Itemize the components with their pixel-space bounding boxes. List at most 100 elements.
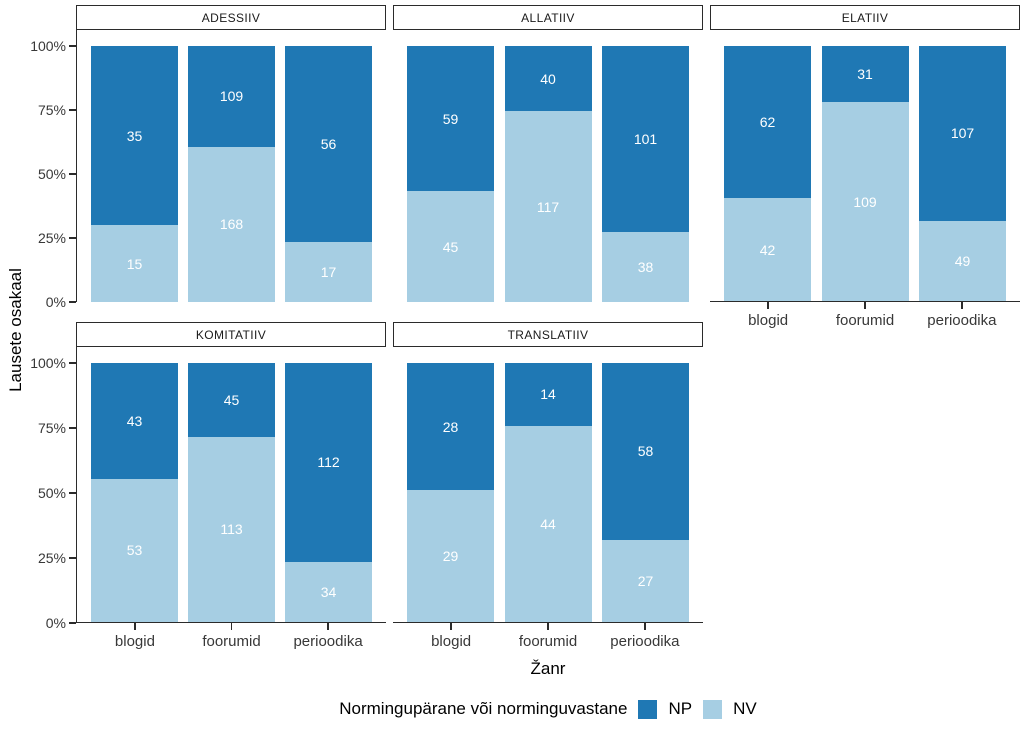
facet-strip: ADESSIIV [76, 5, 386, 30]
bar-value-label: 17 [320, 264, 337, 281]
stacked-bar: 59 45 [407, 46, 494, 302]
y-tick-label: 100% [30, 355, 66, 371]
bar-value-label: 58 [637, 443, 654, 460]
legend-title: Normingupärane või norminguvastane [339, 699, 628, 718]
bar-segment-nv: 109 [821, 102, 909, 301]
bar-value-label: 34 [320, 583, 337, 600]
y-tick-label: 75% [37, 102, 66, 118]
bar-segment-nv: 34 [285, 561, 372, 622]
facet-strip: TRANSLATIIV [393, 322, 703, 347]
facet-strip-label: KOMITATIIV [195, 327, 267, 342]
bar-value-label: 101 [633, 131, 658, 147]
bar-value-label: 40 [540, 70, 556, 87]
x-category-label: foorumid [835, 312, 895, 329]
y-tick-mark [69, 622, 76, 624]
y-tick-label: 50% [37, 485, 66, 501]
x-tick-mark [327, 623, 329, 630]
facet-strip: ALLATIIV [393, 5, 703, 30]
bar-value-label: 15 [126, 255, 143, 272]
bar-segment-nv: 27 [602, 539, 689, 622]
bar-value-label: 35 [126, 127, 143, 144]
x-tick-mark [134, 623, 136, 630]
y-tick-label: 25% [37, 550, 66, 566]
bar-segment-np: 35 [91, 46, 178, 226]
bar-value-label: 53 [126, 542, 143, 559]
y-tick-label: 25% [37, 230, 66, 246]
y-tick-label: 0% [45, 294, 66, 310]
bars-group: 62 42 31 109 107 49 [710, 46, 1020, 301]
stacked-bar: 28 29 [407, 363, 494, 622]
legend-label-nv: NV [733, 699, 757, 718]
y-tick-mark [69, 557, 76, 559]
x-category-label: blogid [431, 633, 472, 650]
x-tick-mark [864, 302, 866, 309]
stacked-bar: 62 42 [724, 46, 811, 301]
legend-swatch-nv [703, 699, 723, 719]
bar-segment-np: 58 [602, 363, 689, 540]
facet-strip-label: ALLATIIV [521, 10, 575, 25]
bar-segment-nv: 45 [407, 191, 494, 302]
bar-value-label: 168 [219, 216, 244, 233]
bar-value-label: 45 [442, 238, 459, 255]
bar-value-label: 43 [126, 413, 143, 429]
bar-value-label: 109 [219, 88, 244, 105]
bar-segment-np: 59 [407, 46, 494, 192]
stacked-bar: 40 117 [504, 46, 592, 302]
stacked-bar: 35 15 [91, 46, 178, 302]
bar-value-label: 44 [540, 515, 556, 532]
y-tick-mark [69, 301, 76, 303]
y-tick-label: 50% [37, 166, 66, 182]
x-category-label: perioodika [293, 633, 363, 650]
bar-value-label: 42 [759, 241, 776, 258]
bar-segment-nv: 53 [91, 479, 178, 622]
stacked-bar: 31 109 [821, 46, 909, 301]
x-category-label: perioodika [610, 633, 680, 650]
y-tick-mark [69, 427, 76, 429]
bar-segment-np: 101 [602, 46, 689, 232]
y-tick-label: 0% [45, 615, 66, 631]
x-tick-mark [547, 623, 549, 630]
bar-segment-np: 31 [821, 46, 909, 103]
bar-segment-nv: 17 [285, 242, 372, 302]
x-category-label: blogid [748, 312, 789, 329]
bar-segment-np: 43 [91, 363, 178, 479]
bar-segment-np: 14 [504, 363, 592, 426]
x-tick-mark [644, 623, 646, 630]
x-axis-title: Žanr [530, 659, 566, 678]
bar-segment-nv: 49 [919, 220, 1006, 301]
bar-value-label: 107 [950, 125, 975, 142]
bar-value-label: 49 [954, 252, 971, 269]
bar-value-label: 14 [540, 386, 556, 403]
bar-value-label: 38 [637, 258, 654, 275]
bar-value-label: 29 [442, 548, 459, 565]
bar-segment-np: 112 [285, 363, 372, 562]
bar-segment-nv: 15 [91, 225, 178, 302]
bar-value-label: 62 [759, 114, 776, 130]
stacked-bar: 112 34 [285, 363, 372, 622]
bar-value-label: 109 [853, 193, 877, 210]
facet-plot-area: 62 42 31 109 107 49 blogid foorumid perioodika [710, 30, 1020, 329]
stacked-bar: 45 113 [188, 363, 275, 622]
bar-value-label: 56 [320, 136, 337, 153]
stacked-bar: 101 38 [602, 46, 689, 302]
bar-segment-nv: 29 [407, 490, 494, 622]
x-tick-mark [230, 623, 233, 630]
bar-value-label: 45 [223, 391, 240, 408]
bar-value-label: 27 [637, 572, 654, 589]
facet-plot-area: 35 15 109 168 56 17 100% 75% 50% 25% 0% [30, 30, 386, 310]
bar-value-label: 112 [317, 454, 340, 471]
y-axis-title: Lausete osakaal [6, 268, 25, 392]
facet-plot-area: 59 45 40 117 101 38 [393, 30, 703, 302]
bar-segment-nv: 38 [602, 232, 689, 302]
bars-group: 28 29 14 44 58 27 [393, 363, 703, 622]
x-category-label: perioodika [927, 312, 997, 329]
bar-segment-nv: 113 [188, 436, 275, 622]
y-tick-mark [69, 492, 76, 494]
bar-segment-np: 40 [504, 46, 592, 112]
x-tick-mark [961, 302, 963, 309]
stacked-bar: 43 53 [91, 363, 178, 622]
stacked-bar: 109 168 [188, 46, 275, 302]
bar-segment-np: 56 [285, 46, 372, 243]
bar-segment-nv: 168 [188, 146, 275, 302]
x-tick-mark [450, 623, 452, 630]
